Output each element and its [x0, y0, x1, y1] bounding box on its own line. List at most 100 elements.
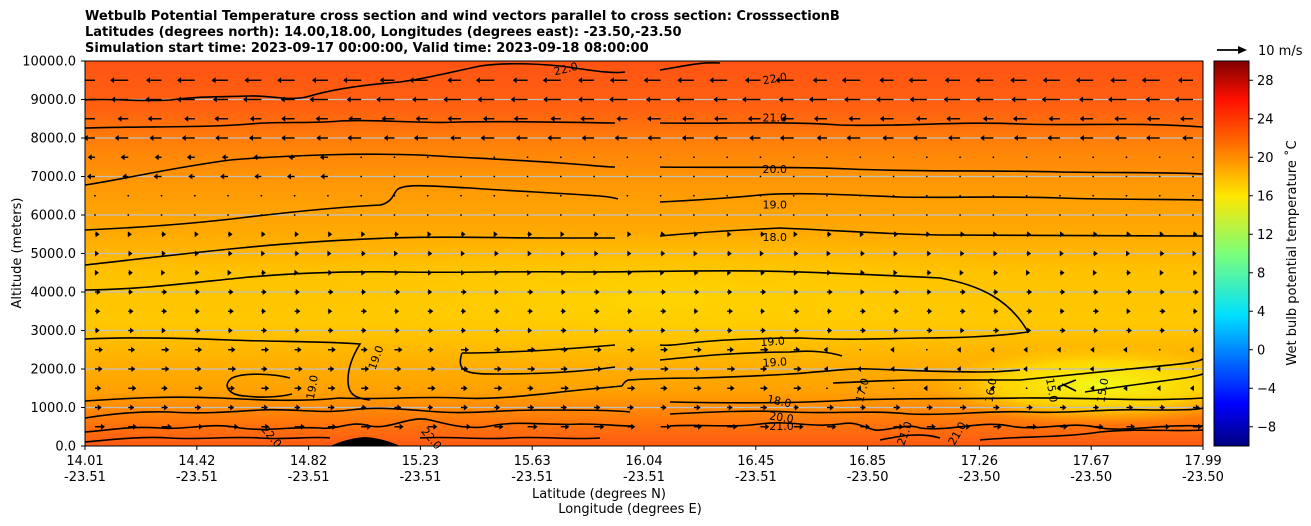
- wind-vector-20: [760, 423, 770, 430]
- wind-vector-496: [759, 156, 762, 159]
- wind-vector-40: [294, 404, 301, 411]
- wind-vector-190: [760, 327, 766, 334]
- wind-vector-355: [594, 231, 599, 238]
- wind-vector-108: [294, 366, 303, 372]
- wind-vector-99: [1123, 385, 1128, 392]
- wind-vector-151: [594, 346, 602, 353]
- wind-vector-600: [809, 96, 827, 103]
- wind-vector-193: [860, 327, 866, 334]
- wind-vector-220: [627, 308, 633, 315]
- wind-vector-70: [161, 385, 168, 392]
- wind-vector-432: [892, 194, 895, 197]
- wind-vector-402: [1025, 214, 1028, 216]
- contour-label-19: 15.0: [1043, 377, 1060, 403]
- wind-vector-16: [627, 423, 636, 430]
- wind-vector-400: [959, 214, 961, 216]
- wind-vector-564: [747, 115, 761, 122]
- wind-vector-474: [1158, 175, 1161, 178]
- wind-vector-362: [827, 231, 832, 238]
- colorbar-tick-label-5: 12: [1257, 228, 1274, 243]
- wind-vector-267: [1059, 289, 1066, 295]
- wind-vector-323: [660, 250, 666, 257]
- wind-vector-76: [361, 385, 369, 392]
- wind-vector-409: [127, 194, 130, 197]
- wind-vector-560: [616, 115, 628, 122]
- cool-patch-region: [930, 345, 1203, 425]
- wind-vector-237: [1193, 308, 1198, 315]
- wind-vector-428: [759, 194, 762, 197]
- wind-vector-284: [494, 269, 499, 276]
- wind-vector-198: [1026, 327, 1032, 334]
- wind-vector-107: [261, 366, 268, 372]
- wind-vector-615: [177, 77, 195, 84]
- wind-vector-232: [1026, 308, 1033, 315]
- wind-vector-535: [913, 135, 927, 141]
- wind-vector-132: [1089, 366, 1094, 372]
- wind-vector-468: [959, 175, 961, 178]
- wind-vector-572: [1012, 115, 1027, 122]
- wind-vector-618: [277, 77, 295, 84]
- wind-vector-135: [1192, 368, 1194, 370]
- wind-vector-373: [1193, 231, 1198, 238]
- wind-vector-408: [94, 194, 96, 197]
- wind-vector-253: [594, 289, 600, 295]
- wind-vector-12: [494, 423, 504, 430]
- wind-vector-606: [1011, 96, 1027, 103]
- wind-vector-66: [1159, 404, 1166, 411]
- wind-vector-527: [647, 135, 661, 141]
- wind-vector-302: [1092, 269, 1097, 276]
- x-tick-lon-4: -23.51: [511, 470, 553, 485]
- wind-vector-565: [781, 115, 794, 122]
- wind-vector-523: [515, 135, 528, 141]
- wind-vector-201: [1126, 327, 1132, 334]
- x-tick-lat-2: 14.82: [290, 454, 327, 469]
- wind-vector-3: [194, 423, 203, 430]
- wind-vector-483: [319, 154, 328, 161]
- wind-vector-345: [261, 231, 266, 238]
- wind-vector-177: [327, 327, 334, 334]
- wind-vector-533: [846, 135, 861, 141]
- wind-vector-407: [1192, 214, 1194, 216]
- wind-vector-358: [693, 231, 699, 238]
- colorbar-ticks: −8 −4 0 4 8 12 16 20 24 28: [1249, 74, 1276, 435]
- wind-vector-164: [1023, 346, 1028, 353]
- wind-vector-208: [228, 308, 234, 315]
- contour-20-lower: [85, 407, 1203, 419]
- wind-vector-590: [477, 96, 495, 103]
- wind-vector-394: [759, 214, 762, 216]
- wind-vector-471: [1059, 175, 1061, 178]
- wind-vector-431: [859, 194, 862, 197]
- wind-vector-610: [1145, 96, 1160, 103]
- wind-vector-525: [581, 135, 595, 141]
- wind-vector-550: [281, 115, 295, 122]
- wind-vector-250: [494, 289, 499, 295]
- wind-vector-639: [975, 77, 994, 84]
- wind-vector-298: [959, 269, 964, 276]
- wind-vector-376: [160, 214, 163, 216]
- contour-22-top: [85, 62, 626, 102]
- wind-vector-235: [1126, 308, 1131, 315]
- wind-vector-246: [361, 289, 367, 295]
- wind-vector-272: [94, 269, 99, 276]
- wind-vector-162: [956, 346, 961, 353]
- wind-vector-509: [1192, 156, 1194, 159]
- wind-vector-594: [609, 96, 628, 103]
- contour-19-mid: [459, 350, 843, 375]
- wind-vector-623: [447, 77, 461, 84]
- wind-vector-392: [693, 214, 695, 216]
- wind-vector-265: [993, 289, 999, 295]
- wind-vector-640: [1010, 77, 1027, 84]
- wind-vector-453: [460, 175, 462, 178]
- x-axis-title-lat: Latitude (degrees N): [532, 487, 666, 502]
- wind-vector-196: [960, 327, 965, 334]
- wind-vector-591: [510, 96, 528, 103]
- wind-vector-598: [742, 96, 761, 103]
- wind-vector-213: [394, 308, 400, 315]
- wind-vector-556: [483, 115, 495, 122]
- wind-vector-285: [527, 269, 532, 276]
- wind-vector-558: [550, 115, 561, 122]
- wind-vector-396: [826, 214, 828, 216]
- wind-vector-254: [627, 289, 633, 295]
- wind-vector-570: [946, 115, 961, 122]
- wind-vector-443: [122, 173, 129, 180]
